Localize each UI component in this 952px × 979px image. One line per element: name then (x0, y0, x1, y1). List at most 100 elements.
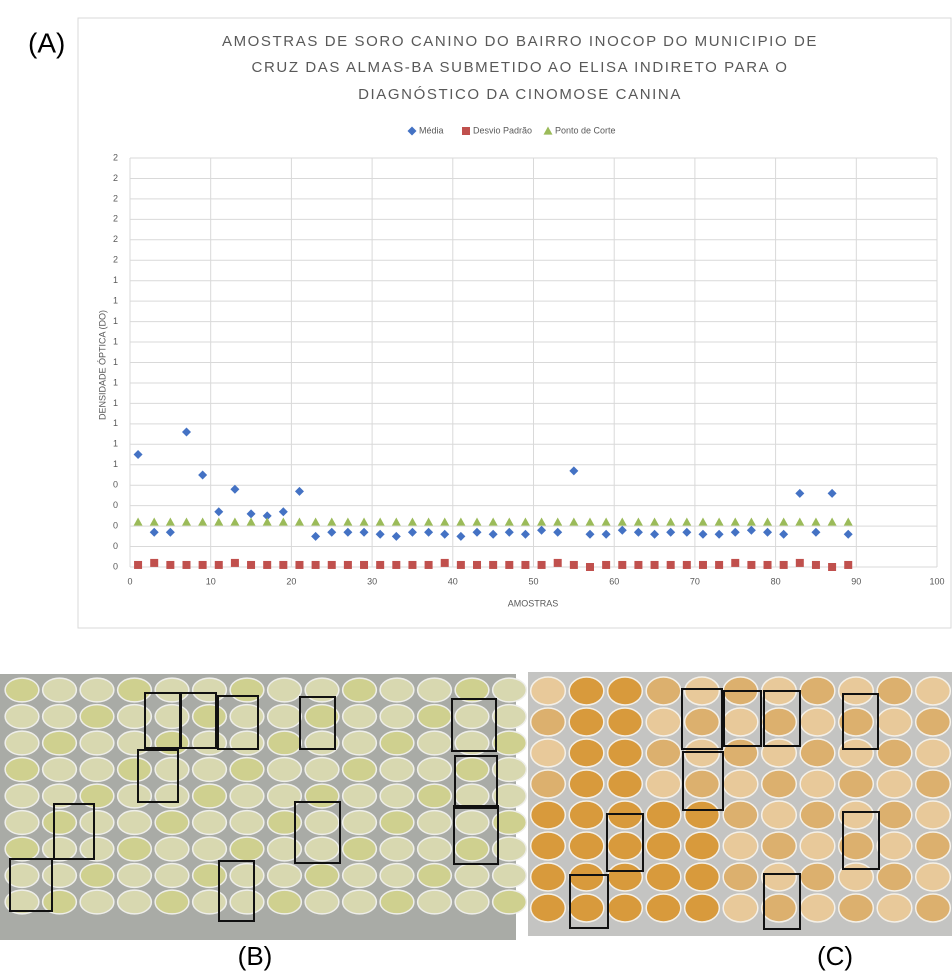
y-tick-label: 0 (113, 520, 118, 530)
data-point (844, 561, 852, 569)
x-tick-label: 40 (448, 576, 458, 586)
data-point (651, 561, 659, 569)
well (380, 705, 414, 729)
data-point (667, 561, 675, 569)
well (569, 677, 604, 705)
well (762, 739, 797, 767)
well (877, 708, 912, 736)
well (916, 863, 951, 891)
well (305, 784, 339, 808)
well (155, 864, 189, 888)
well (455, 837, 489, 861)
data-point (683, 561, 691, 569)
data-point (279, 561, 287, 569)
data-point (231, 559, 239, 567)
well (762, 863, 797, 891)
figure: (A) AMOSTRAS DE SORO CANINO DO BAIRRO IN… (0, 0, 952, 974)
y-tick-label: 0 (113, 561, 118, 571)
y-tick-label: 1 (113, 357, 118, 367)
well (380, 678, 414, 702)
well (608, 739, 643, 767)
well (646, 708, 681, 736)
well (493, 864, 527, 888)
well (493, 731, 527, 755)
data-point (634, 561, 642, 569)
well (305, 758, 339, 782)
y-tick-label: 1 (113, 275, 118, 285)
well (418, 837, 452, 861)
well (193, 864, 227, 888)
well (646, 770, 681, 798)
well (5, 784, 39, 808)
well (305, 678, 339, 702)
well (531, 863, 566, 891)
data-point (199, 561, 207, 569)
well (762, 894, 797, 922)
y-tick-label: 1 (113, 377, 118, 387)
y-tick-label: 1 (113, 336, 118, 346)
well (685, 801, 720, 829)
well (380, 784, 414, 808)
x-tick-label: 0 (127, 576, 132, 586)
well (5, 811, 39, 835)
data-point (312, 561, 320, 569)
y-tick-label: 1 (113, 439, 118, 449)
data-point (764, 561, 772, 569)
well (418, 678, 452, 702)
well (455, 890, 489, 914)
well (916, 832, 951, 860)
well (118, 758, 152, 782)
well (118, 890, 152, 914)
well (155, 811, 189, 835)
well (916, 801, 951, 829)
well (608, 894, 643, 922)
well (916, 739, 951, 767)
well (268, 811, 302, 835)
legend-label: Desvio Padrão (473, 125, 532, 135)
well (685, 894, 720, 922)
chart-title: CRUZ DAS ALMAS-BA SUBMETIDO AO ELISA IND… (252, 59, 789, 76)
well (569, 832, 604, 860)
y-tick-label: 1 (113, 296, 118, 306)
y-tick-label: 0 (113, 541, 118, 551)
well (5, 678, 39, 702)
well (193, 784, 227, 808)
well (800, 739, 835, 767)
well (531, 708, 566, 736)
panel-label: (A) (28, 27, 65, 58)
data-point (505, 561, 513, 569)
well (800, 677, 835, 705)
well (608, 770, 643, 798)
well (230, 811, 264, 835)
x-tick-label: 90 (851, 576, 861, 586)
x-tick-label: 80 (771, 576, 781, 586)
well (646, 832, 681, 860)
well (5, 731, 39, 755)
well (877, 832, 912, 860)
well (800, 770, 835, 798)
data-point (425, 561, 433, 569)
well (193, 678, 227, 702)
well (877, 801, 912, 829)
well (569, 739, 604, 767)
well (268, 784, 302, 808)
well (305, 890, 339, 914)
well (268, 864, 302, 888)
well (80, 864, 114, 888)
well (155, 784, 189, 808)
well (193, 758, 227, 782)
well (418, 890, 452, 914)
data-point (263, 561, 271, 569)
well (455, 705, 489, 729)
chart-title: DIAGNÓSTICO DA CINOMOSE CANINA (358, 86, 682, 103)
data-point (295, 561, 303, 569)
well (155, 758, 189, 782)
well (343, 890, 377, 914)
well (455, 784, 489, 808)
well (155, 890, 189, 914)
well (877, 677, 912, 705)
y-tick-label: 0 (113, 480, 118, 490)
well (646, 677, 681, 705)
well (646, 894, 681, 922)
data-point (602, 561, 610, 569)
